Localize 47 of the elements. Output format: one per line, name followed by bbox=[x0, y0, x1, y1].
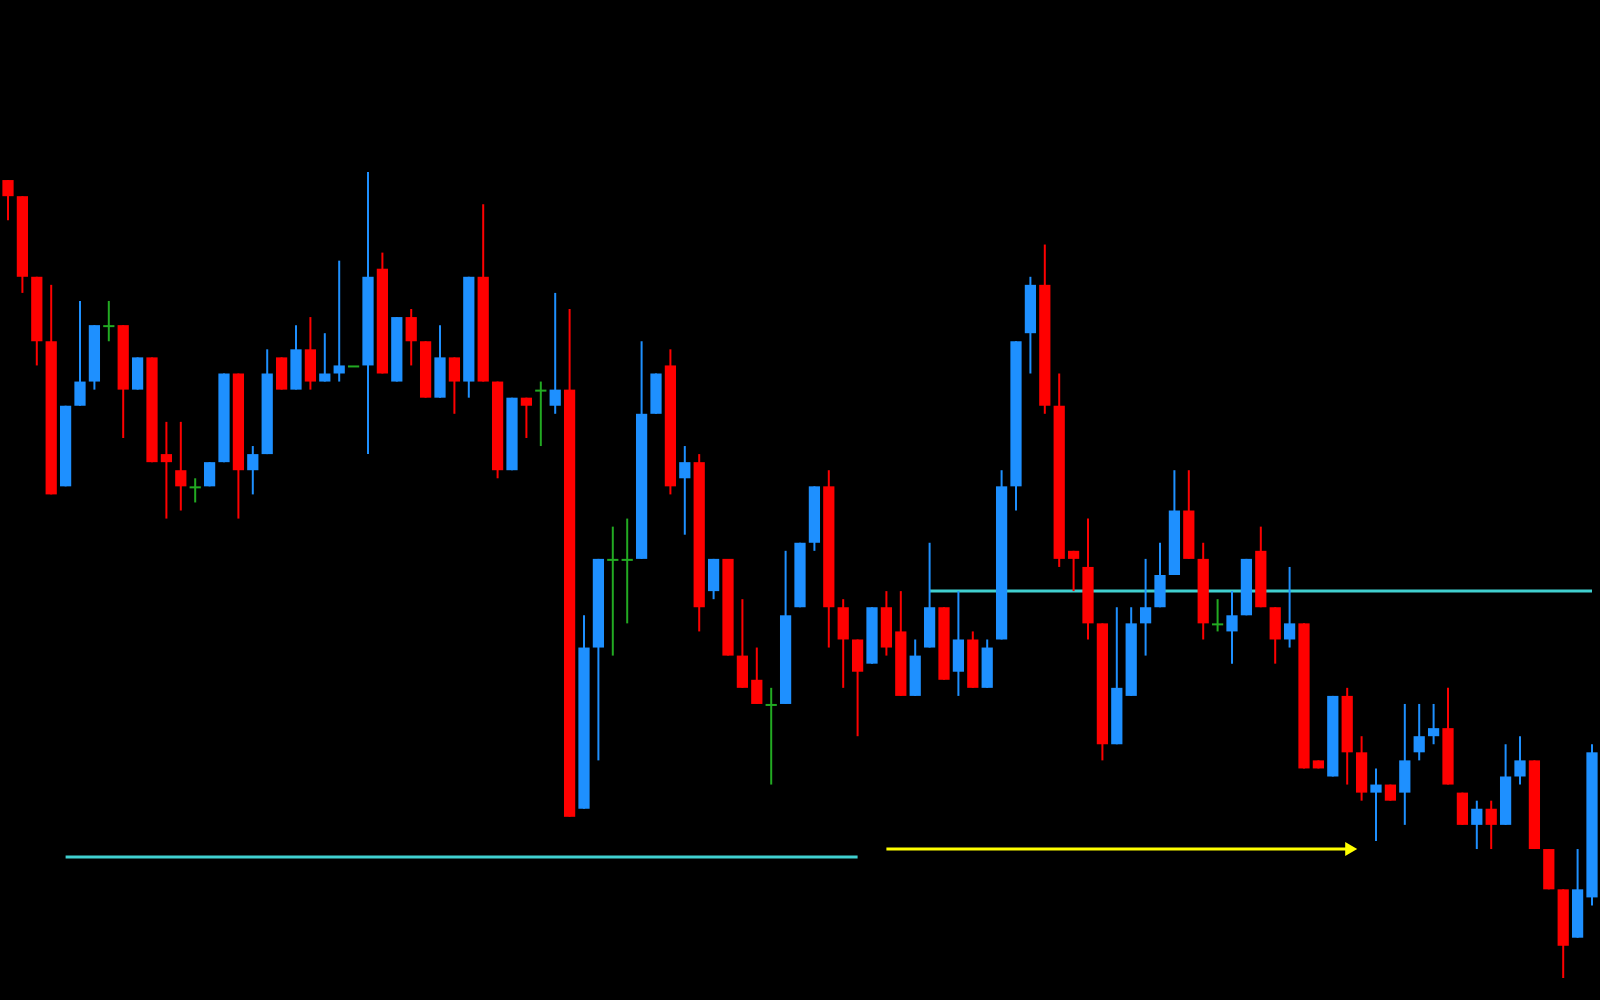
candlestick bbox=[607, 525, 619, 657]
candlestick bbox=[707, 557, 720, 601]
candlestick bbox=[1226, 590, 1238, 665]
candlestick bbox=[837, 598, 849, 689]
candlestick bbox=[131, 356, 144, 391]
candlestick bbox=[549, 291, 561, 415]
candlestick bbox=[203, 461, 216, 488]
candlestick bbox=[434, 324, 446, 399]
candlestick bbox=[1543, 848, 1555, 891]
candlestick bbox=[275, 356, 288, 391]
candlestick bbox=[333, 259, 345, 383]
candlestick bbox=[448, 356, 461, 415]
candlestick bbox=[1370, 767, 1382, 842]
candlestick bbox=[2, 179, 14, 222]
candlestick bbox=[851, 638, 864, 738]
candlestick bbox=[304, 316, 317, 391]
candlestick bbox=[1269, 606, 1281, 665]
candlestick bbox=[765, 686, 777, 786]
candlestick bbox=[290, 324, 302, 391]
candlestick bbox=[650, 372, 662, 415]
candlestick bbox=[981, 638, 993, 689]
candlestick bbox=[1456, 791, 1469, 826]
candlestick bbox=[1355, 735, 1368, 802]
candlestick bbox=[175, 420, 187, 512]
candlestick bbox=[520, 396, 533, 439]
candlestick bbox=[1154, 541, 1166, 609]
candlestick bbox=[621, 517, 633, 625]
candlestick bbox=[1471, 799, 1483, 851]
candlestick bbox=[1485, 799, 1497, 851]
candlestick bbox=[535, 380, 547, 448]
candlestick bbox=[1211, 598, 1224, 633]
candlestick bbox=[189, 477, 201, 504]
candlestick bbox=[74, 299, 86, 407]
candlestick bbox=[679, 445, 691, 536]
candlestick bbox=[1399, 702, 1411, 826]
candlestick bbox=[1514, 735, 1526, 786]
candlestick bbox=[1283, 565, 1296, 649]
candlestick bbox=[923, 541, 936, 649]
candlestick bbox=[1139, 557, 1152, 657]
candlestick bbox=[405, 308, 417, 367]
candlestick bbox=[909, 638, 921, 697]
candlestick bbox=[103, 299, 115, 343]
candlestick bbox=[247, 445, 259, 496]
candlestick bbox=[1427, 702, 1440, 746]
candlestick bbox=[1413, 702, 1425, 762]
candlestick bbox=[319, 332, 331, 383]
candlestick bbox=[952, 590, 965, 697]
